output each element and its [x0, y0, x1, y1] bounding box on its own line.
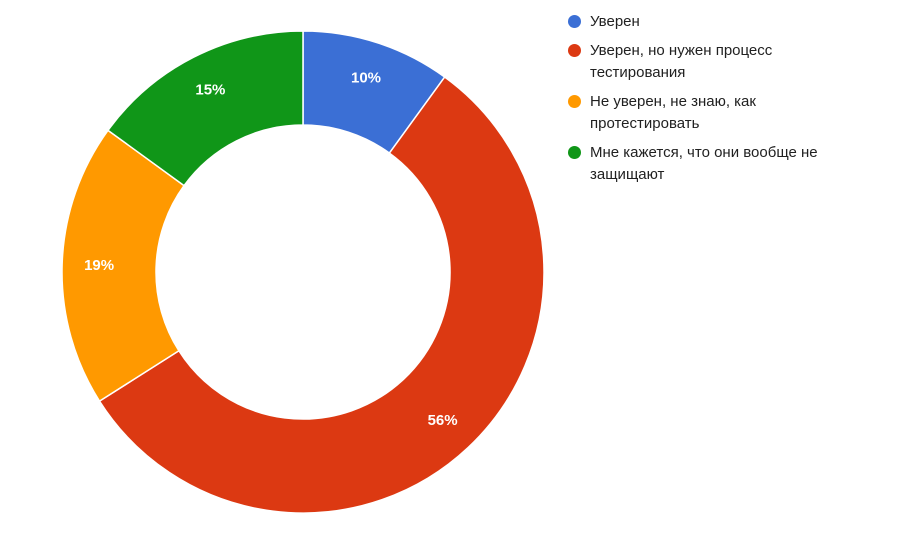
slice-percent-label: 19% — [84, 257, 114, 274]
legend-item-label: Уверен, но нужен процесс тестирования — [590, 42, 773, 81]
pie-slice-3[interactable] — [61, 129, 185, 402]
legend-color-dot — [568, 15, 581, 28]
pie-slice-4[interactable] — [107, 30, 304, 187]
legend-item: Не уверен, не знаю, как протестировать — [568, 91, 868, 135]
legend-color-dot — [568, 95, 581, 108]
slice-percent-label: 15% — [195, 82, 225, 99]
legend-color-dot — [568, 146, 581, 159]
pie-slice-2[interactable] — [98, 76, 545, 514]
slice-percent-label: 56% — [428, 412, 458, 429]
chart-legend: Уверен Уверен, но нужен процесс тестирова… — [568, 11, 868, 193]
legend-item: Уверен, но нужен процесс тестирования — [568, 40, 868, 84]
legend-color-dot — [568, 44, 581, 57]
legend-item: Уверен — [568, 11, 868, 33]
legend-item-label: Мне кажется, что они вообще не защищают — [590, 144, 818, 183]
legend-item-label: Уверен — [590, 13, 640, 30]
legend-item-label: Не уверен, не знаю, как протестировать — [590, 93, 756, 132]
legend-item: Мне кажется, что они вообще не защищают — [568, 142, 868, 186]
slice-percent-label: 10% — [351, 70, 381, 87]
